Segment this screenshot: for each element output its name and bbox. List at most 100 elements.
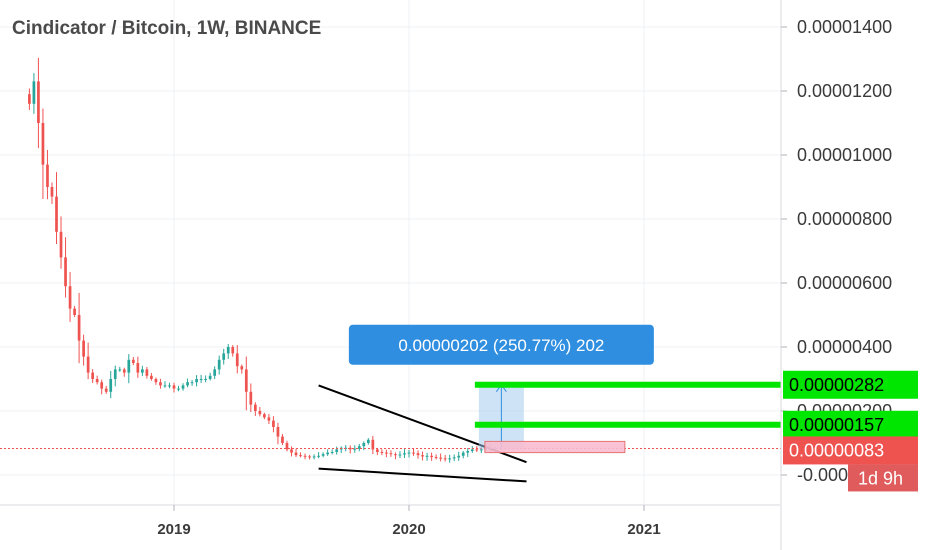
y-tick-label: 0.00000800 — [797, 209, 892, 229]
candle-body — [131, 359, 135, 363]
candle-body — [457, 455, 461, 458]
candle-body — [253, 404, 257, 411]
candle-body — [28, 94, 31, 104]
candle-body — [407, 452, 411, 454]
x-axis: 2019 2020 2021 — [157, 505, 661, 538]
candle-body — [231, 347, 235, 354]
candle-body — [272, 420, 275, 427]
candle-body — [448, 458, 452, 460]
target-1-tag: 0.00000157 — [789, 415, 884, 435]
candle-body — [430, 455, 433, 458]
candle-body — [199, 379, 203, 380]
y-tick-label: 0.00000400 — [797, 337, 892, 357]
y-tick-label: 0.00001200 — [797, 81, 892, 101]
candle-body — [82, 340, 85, 357]
candle-body — [376, 449, 379, 452]
candle-body — [118, 369, 122, 371]
candle-body — [159, 382, 162, 386]
candle-body — [294, 452, 298, 456]
candle-body — [475, 449, 479, 451]
candle-body — [439, 457, 442, 459]
candle-body — [235, 353, 239, 367]
x-tick-label: 2019 — [157, 521, 190, 538]
candle-body — [366, 439, 370, 443]
candle-body — [100, 382, 104, 389]
candle-body — [412, 452, 415, 454]
candle-body — [353, 448, 357, 450]
candle-body — [181, 385, 185, 389]
candle-body — [244, 369, 248, 392]
target-2-tag-bg — [783, 370, 918, 399]
candle-body — [91, 372, 95, 379]
candle-body — [290, 449, 293, 453]
candle-body — [154, 379, 158, 383]
candle-body — [73, 308, 76, 315]
lower-trendline — [318, 467, 527, 483]
candle-body — [299, 455, 302, 457]
candle-body — [466, 451, 470, 453]
candle-body — [127, 359, 131, 373]
price-tags: 0.00000282 0.00000157 0.00000083 1d 9h — [783, 370, 918, 492]
candle-body — [64, 257, 67, 287]
target-1-tag-bg — [783, 410, 918, 439]
candle-body — [317, 455, 320, 457]
candle-body — [263, 414, 266, 418]
candle-body — [348, 447, 352, 450]
candle-body — [335, 449, 339, 452]
candle-body — [461, 452, 465, 456]
candle-body — [213, 369, 217, 376]
candle-body — [122, 369, 126, 373]
candle-body — [208, 375, 212, 379]
candle-body — [86, 356, 90, 373]
candle-body — [398, 454, 402, 456]
target-2-tag: 0.00000282 — [789, 375, 884, 395]
measure-label: 0.00000202 (250.77%) 202 — [398, 336, 604, 355]
candle-body — [357, 446, 361, 449]
candle-body — [46, 164, 49, 187]
candle-body — [258, 411, 262, 415]
candle-body — [371, 439, 375, 450]
candle-body — [41, 123, 45, 165]
candle-body — [326, 452, 330, 455]
candle-body — [145, 369, 149, 376]
chart-title: Cindicator / Bitcoin, 1W, BINANCE — [12, 18, 321, 39]
candle-body — [150, 375, 153, 379]
countdown-tag: 1d 9h — [858, 468, 903, 488]
candle-body — [168, 385, 171, 387]
candle-body — [380, 451, 384, 453]
candle-body — [416, 453, 420, 456]
candle-body — [443, 458, 447, 460]
candle-body — [470, 449, 474, 451]
candle-body — [276, 427, 280, 437]
candle-body — [186, 382, 189, 386]
candle-body — [281, 436, 284, 443]
candle-body — [249, 391, 253, 405]
candle-body — [240, 366, 244, 370]
countdown-tag-bg — [848, 464, 918, 492]
candle-body — [68, 286, 72, 309]
candle-body — [222, 353, 226, 360]
candle-body — [204, 379, 207, 380]
candle-body — [172, 385, 176, 389]
projection-box — [484, 440, 626, 454]
x-tick-label: 2020 — [392, 521, 425, 538]
candle-body — [37, 81, 40, 123]
candle-body — [267, 417, 271, 421]
candle-body — [104, 388, 108, 392]
x-tick-label: 2021 — [627, 521, 660, 538]
candle-body — [312, 456, 316, 458]
candle-body — [394, 454, 397, 456]
candle-body — [77, 315, 81, 341]
y-tick-label: 0.00000600 — [797, 273, 892, 293]
measure-label-box — [348, 324, 654, 365]
candle-body — [177, 388, 180, 390]
candle-body — [59, 231, 63, 258]
candle-body — [385, 452, 388, 454]
candle-body — [163, 385, 167, 387]
candle-body — [303, 455, 307, 457]
candle-body — [421, 455, 424, 457]
candle-body — [55, 196, 58, 232]
candle-body — [362, 443, 366, 447]
chart-grid — [0, 0, 781, 505]
